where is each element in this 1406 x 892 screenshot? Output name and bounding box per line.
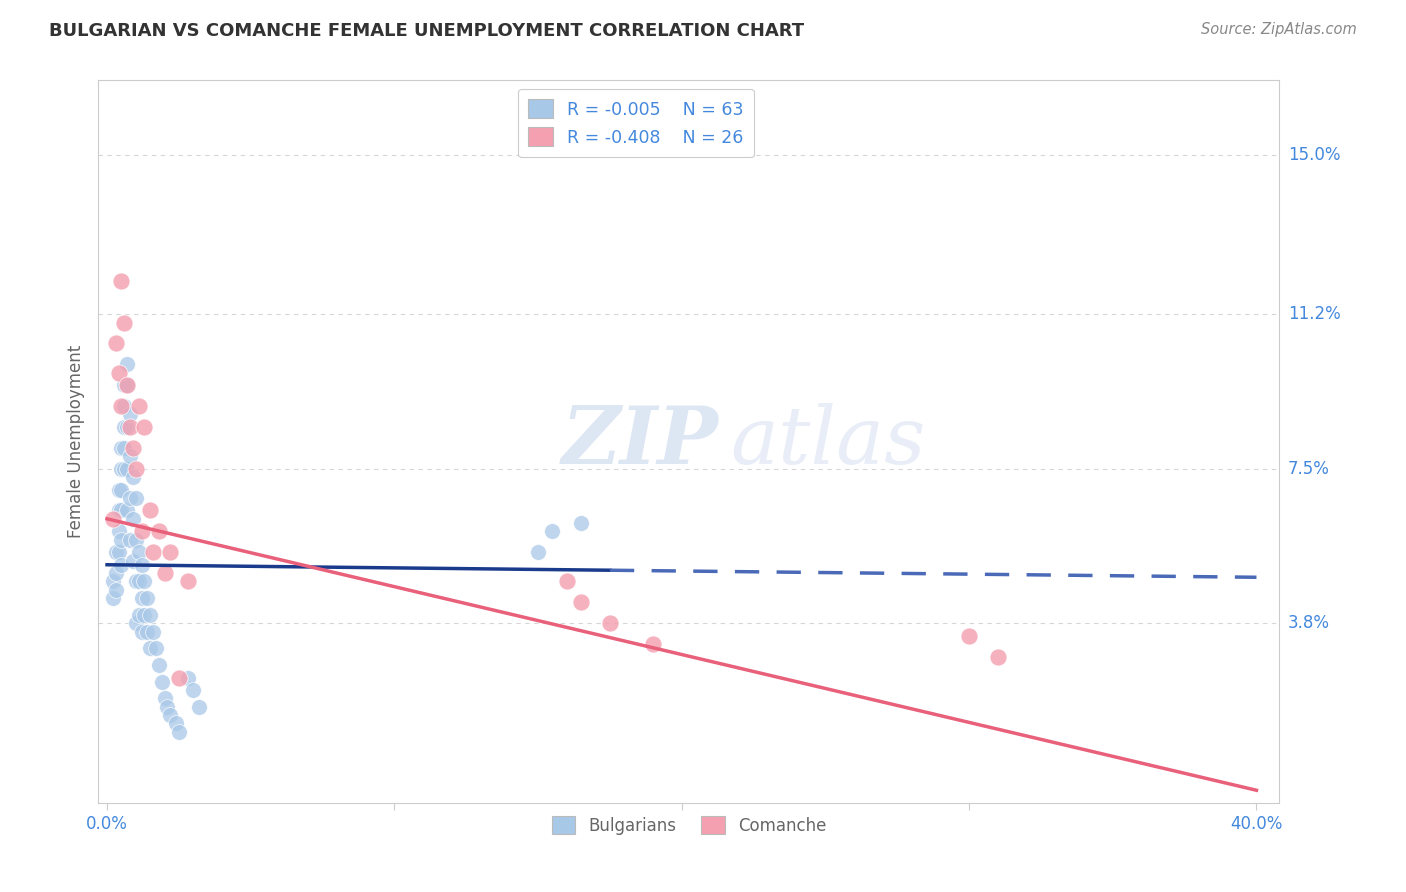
Point	[145, 641, 167, 656]
Point	[167, 671, 190, 685]
Point	[167, 724, 190, 739]
Point	[115, 420, 138, 434]
Point	[125, 574, 148, 589]
Point	[156, 699, 179, 714]
Point	[115, 503, 138, 517]
Y-axis label: Female Unemployment: Female Unemployment	[66, 345, 84, 538]
Point	[139, 641, 162, 656]
Point	[110, 274, 132, 288]
Point	[104, 336, 127, 351]
Text: 3.8%: 3.8%	[1288, 615, 1330, 632]
Point	[142, 545, 165, 559]
Text: Source: ZipAtlas.com: Source: ZipAtlas.com	[1201, 22, 1357, 37]
Text: 11.2%: 11.2%	[1288, 305, 1340, 323]
Point	[115, 357, 138, 371]
Point	[131, 558, 153, 572]
Point	[134, 420, 156, 434]
Point	[125, 533, 148, 547]
Point	[131, 591, 153, 606]
Point	[122, 470, 145, 484]
Point	[118, 533, 141, 547]
Point	[527, 545, 550, 559]
Point	[165, 716, 187, 731]
Point	[142, 624, 165, 639]
Point	[134, 607, 156, 622]
Text: atlas: atlas	[730, 403, 925, 480]
Point	[104, 582, 127, 597]
Point	[128, 545, 150, 559]
Text: 7.5%: 7.5%	[1288, 459, 1330, 478]
Point	[110, 399, 132, 413]
Text: ZIP: ZIP	[561, 403, 718, 480]
Point	[118, 491, 141, 505]
Point	[112, 420, 135, 434]
Point	[125, 491, 148, 505]
Point	[569, 516, 592, 530]
Point	[110, 461, 132, 475]
Point	[131, 624, 153, 639]
Point	[128, 399, 150, 413]
Point	[541, 524, 564, 539]
Point	[101, 591, 124, 606]
Point	[110, 483, 132, 497]
Point	[159, 545, 181, 559]
Point	[987, 649, 1010, 664]
Point	[112, 399, 135, 413]
Text: 15.0%: 15.0%	[1288, 146, 1340, 164]
Point	[176, 574, 198, 589]
Point	[110, 533, 132, 547]
Point	[112, 378, 135, 392]
Point	[104, 566, 127, 580]
Point	[110, 503, 132, 517]
Point	[110, 558, 132, 572]
Point	[122, 512, 145, 526]
Point	[176, 671, 198, 685]
Point	[134, 574, 156, 589]
Point	[181, 683, 204, 698]
Point	[153, 566, 176, 580]
Point	[125, 461, 148, 475]
Point	[957, 629, 980, 643]
Point	[159, 708, 181, 723]
Point	[118, 420, 141, 434]
Point	[110, 441, 132, 455]
Point	[131, 524, 153, 539]
Point	[115, 378, 138, 392]
Point	[122, 441, 145, 455]
Point	[136, 591, 159, 606]
Point	[115, 378, 138, 392]
Legend: Bulgarians, Comanche: Bulgarians, Comanche	[546, 809, 832, 841]
Point	[139, 607, 162, 622]
Point	[122, 553, 145, 567]
Point	[101, 512, 124, 526]
Point	[136, 624, 159, 639]
Point	[128, 607, 150, 622]
Text: BULGARIAN VS COMANCHE FEMALE UNEMPLOYMENT CORRELATION CHART: BULGARIAN VS COMANCHE FEMALE UNEMPLOYMEN…	[49, 22, 804, 40]
Point	[115, 461, 138, 475]
Point	[107, 483, 129, 497]
Point	[107, 503, 129, 517]
Point	[104, 545, 127, 559]
Point	[112, 441, 135, 455]
Point	[128, 574, 150, 589]
Point	[125, 616, 148, 631]
Point	[569, 595, 592, 609]
Point	[118, 408, 141, 422]
Point	[118, 449, 141, 463]
Point	[112, 461, 135, 475]
Point	[101, 574, 124, 589]
Point	[148, 524, 170, 539]
Point	[188, 699, 211, 714]
Point	[112, 316, 135, 330]
Point	[555, 574, 578, 589]
Point	[599, 616, 621, 631]
Point	[107, 366, 129, 380]
Point	[107, 545, 129, 559]
Point	[148, 657, 170, 672]
Point	[107, 524, 129, 539]
Point	[153, 691, 176, 706]
Point	[139, 503, 162, 517]
Point	[150, 674, 173, 689]
Point	[641, 637, 664, 651]
